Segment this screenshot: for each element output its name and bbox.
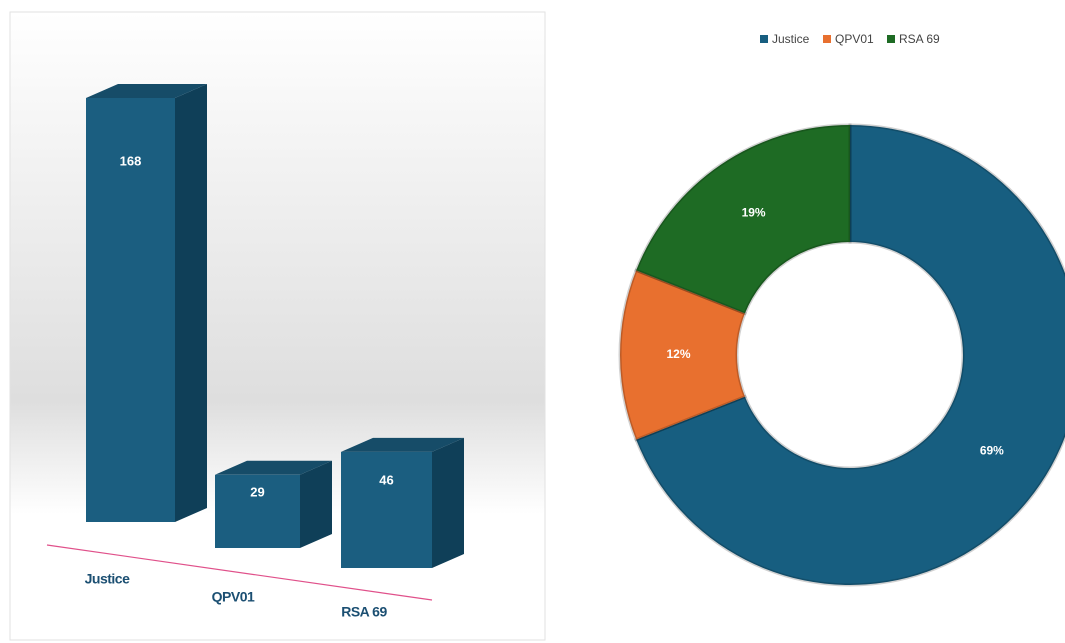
- bar: [341, 451, 432, 568]
- bar: [86, 98, 175, 522]
- data-label: 12%: [666, 347, 690, 361]
- bar-side: [432, 437, 464, 568]
- x-tick-label: QPV01: [212, 589, 255, 605]
- donut-slice: [634, 123, 852, 316]
- x-tick-label: Justice: [85, 571, 130, 587]
- data-label: 69%: [980, 444, 1004, 458]
- bar-top: [215, 460, 332, 475]
- data-label: 19%: [742, 205, 766, 219]
- legend-swatch: [887, 35, 895, 43]
- legend-label: Justice: [772, 32, 810, 46]
- legend-swatch: [760, 35, 768, 43]
- data-label: 168: [120, 153, 142, 168]
- data-label: 29: [250, 485, 264, 500]
- bar: [215, 474, 300, 548]
- bar-top: [341, 437, 464, 452]
- bar-side: [175, 84, 207, 522]
- legend-label: RSA 69: [899, 32, 940, 46]
- legend-swatch: [823, 35, 831, 43]
- bar-top: [86, 84, 207, 98]
- donut-slice: [618, 268, 747, 442]
- data-label: 46: [379, 472, 393, 487]
- x-tick-label: RSA 69: [341, 604, 387, 620]
- legend-label: QPV01: [835, 32, 874, 46]
- donut-slice: [634, 123, 1065, 587]
- baseline: [46, 544, 433, 601]
- bar-side: [300, 460, 332, 548]
